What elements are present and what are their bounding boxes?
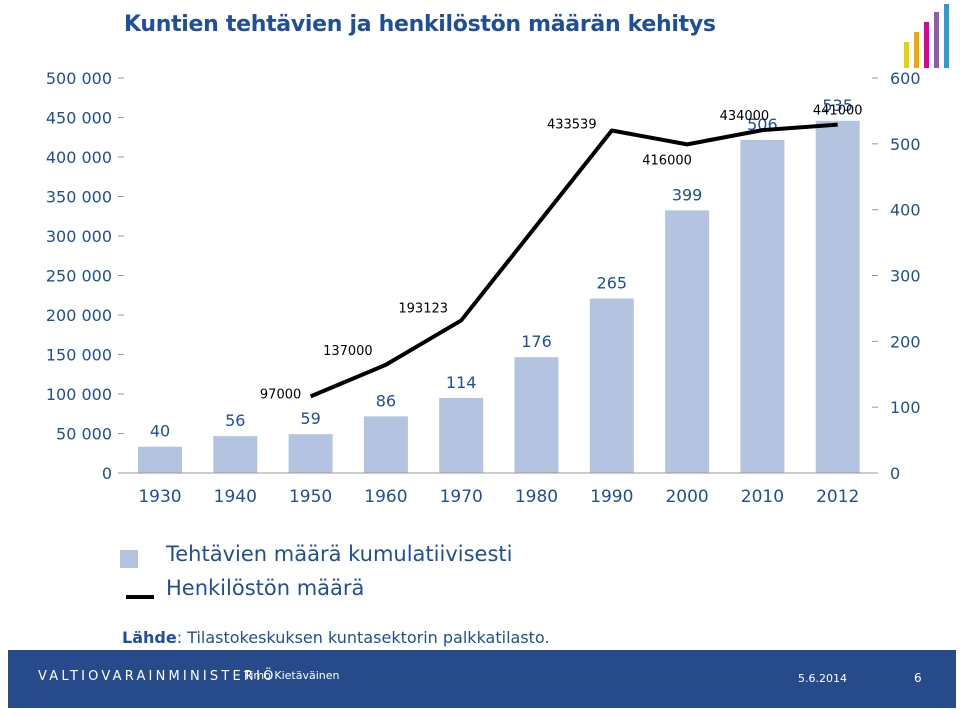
left-axis-tick-label: 0 — [102, 464, 112, 483]
line-labels: 97000 137000 193123 433539 416000 434000 44100… — [260, 104, 863, 403]
legend-label-line: Henkilöstön määrä — [166, 576, 365, 600]
legend-label-bars: Tehtävien määrä kumulatiivisesti — [166, 542, 513, 566]
left-axis-tick-label: 100 000 — [46, 385, 112, 404]
right-axis-tick-label: 500 — [890, 135, 921, 154]
bar-value-label: 59 — [300, 409, 320, 428]
footer-date: 5.6.2014 — [798, 672, 847, 685]
page-title: Kuntien tehtävien ja henkilöstön määrän … — [124, 12, 716, 37]
x-axis-tick-label: 1950 — [289, 487, 332, 507]
right-axis-tick-label: 300 — [890, 267, 921, 286]
left-axis-tick-label: 350 000 — [46, 188, 112, 207]
x-axis-tick-label: 1980 — [515, 487, 558, 507]
left-axis-tick-label: 200 000 — [46, 306, 112, 325]
bar — [213, 436, 258, 473]
bar-value-label: 535 — [822, 96, 853, 115]
source-text: : Tilastokeskuksen kuntasektorin palkkat… — [176, 628, 550, 647]
bar-value-label: 176 — [521, 332, 552, 351]
left-axis-tick-label: 400 000 — [46, 148, 112, 167]
bar-value-label: 86 — [376, 391, 396, 410]
bar-value-label: 114 — [446, 373, 477, 392]
legend-bar-swatch — [120, 550, 138, 568]
right-axis-tick-label: 400 — [890, 201, 921, 220]
right-axis-tick-label: 0 — [890, 464, 900, 483]
legend-line-swatch — [126, 595, 154, 599]
x-axis: 1930 1940 1950 1960 1970 1980 1990 2000 2010 2012 — [124, 472, 872, 507]
line-value-label: 137000 — [323, 344, 373, 359]
line-value-label: 434000 — [720, 109, 770, 124]
x-axis-tick-label: 2010 — [741, 487, 784, 507]
x-axis-tick-label: 1970 — [440, 487, 483, 507]
bar-series — [138, 120, 860, 474]
bar — [815, 120, 860, 474]
bar — [589, 298, 634, 473]
left-axis-tick-label: 500 000 — [46, 69, 112, 88]
line-value-label: 433539 — [547, 118, 597, 133]
right-axis-tick-label: 200 — [890, 332, 921, 351]
left-axis-tick-label: 450 000 — [46, 109, 112, 128]
left-axis-tick-label: 300 000 — [46, 227, 112, 246]
bar — [740, 139, 785, 473]
source-note: Lähde: Tilastokeskuksen kuntasektorin pa… — [122, 628, 550, 647]
line-value-label: 193123 — [398, 301, 448, 316]
author-name: Timo Kietäväinen — [244, 669, 340, 682]
line-path — [309, 122, 838, 399]
ministry-name: VALTIOVARAINMINISTERIÖ — [38, 669, 277, 684]
bar — [665, 210, 710, 473]
bar-value-label: 56 — [225, 411, 245, 430]
bar — [363, 416, 408, 473]
line-value-label: 97000 — [260, 387, 301, 402]
left-axis-tick-label: 150 000 — [46, 346, 112, 365]
x-axis-tick-label: 2012 — [816, 487, 859, 507]
x-axis-tick-label: 2000 — [665, 487, 708, 507]
combo-chart: 0 50 000 100 000 150 000 200 000 250 000 300 0… — [46, 69, 921, 507]
source-prefix: Lähde — [122, 628, 177, 647]
left-axis: 0 50 000 100 000 150 000 200 000 250 000 300 0… — [46, 69, 124, 483]
left-axis-tick-label: 50 000 — [56, 425, 112, 444]
right-axis: 0 100 200 300 400 500 600 — [872, 69, 921, 483]
bar-value-label: 40 — [150, 422, 170, 441]
bar — [514, 357, 559, 473]
line-value-label: 416000 — [642, 153, 692, 168]
x-axis-tick-label: 1930 — [138, 487, 181, 507]
bar — [288, 434, 333, 473]
left-axis-tick-label: 250 000 — [46, 267, 112, 286]
bar — [138, 446, 182, 473]
ministry-logo-icon — [904, 4, 949, 68]
x-axis-tick-label: 1990 — [590, 487, 633, 507]
page-number: 6 — [914, 671, 922, 685]
line-value-label: 441000 — [813, 104, 863, 119]
x-axis-tick-label: 1940 — [214, 487, 257, 507]
bar-value-label: 399 — [672, 185, 703, 204]
x-axis-tick-label: 1960 — [364, 487, 407, 507]
right-axis-tick-label: 100 — [890, 398, 921, 417]
footer-bar: VALTIOVARAINMINISTERIÖ Timo Kietäväinen … — [8, 650, 956, 708]
line-series — [309, 122, 838, 399]
right-axis-tick-label: 600 — [890, 69, 921, 88]
bar-value-label: 265 — [597, 274, 628, 293]
bar — [439, 397, 484, 473]
